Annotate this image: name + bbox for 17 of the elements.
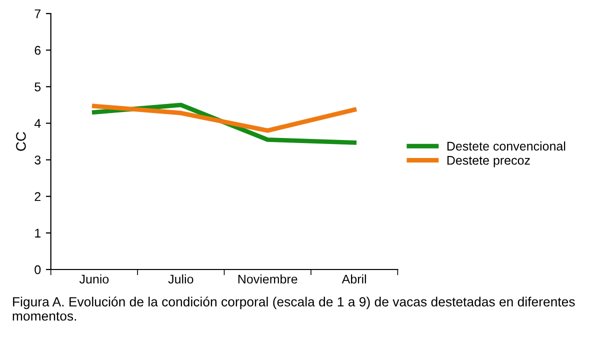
y-axis-title: CC	[16, 132, 26, 151]
y-tick-label: 3	[34, 156, 41, 164]
x-tick-label: Abril	[342, 274, 366, 284]
y-tick-label: 7	[34, 9, 40, 18]
legend-label: Destete convencional	[447, 141, 566, 151]
y-tick-label: 1	[35, 228, 40, 238]
y-tick-label: 6	[34, 46, 41, 55]
x-tick-label: Julio	[168, 274, 194, 284]
x-tick-label: Junio	[79, 274, 109, 284]
line-series	[92, 104, 357, 133]
x-tick-label: Noviembre	[238, 274, 298, 284]
text: Figura A. Evolución de la condición corporal (escala de 1 a 9) de vacas destetadas en diferentes momentos.	[12, 296, 575, 321]
legend-label: Destete precoz	[447, 156, 530, 168]
y-tick-label: 4	[34, 119, 41, 128]
y-tick-label: 2	[34, 192, 40, 201]
y-tick-label: 5	[34, 82, 41, 92]
y-tick-label: 0	[34, 265, 41, 274]
